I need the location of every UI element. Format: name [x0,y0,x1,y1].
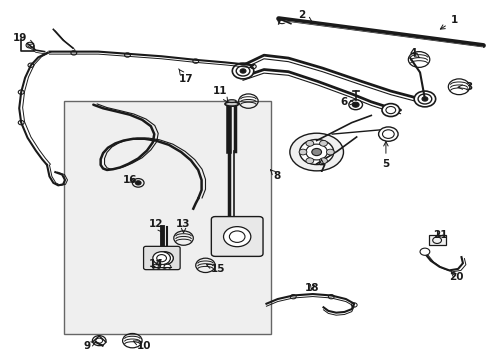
Text: 11: 11 [212,86,227,102]
Text: 21: 21 [432,230,447,239]
Circle shape [153,252,170,265]
Circle shape [351,102,358,107]
Text: 8: 8 [270,170,280,181]
Circle shape [413,91,435,107]
Text: 5: 5 [382,141,389,169]
FancyBboxPatch shape [211,217,263,256]
Circle shape [92,336,106,346]
Circle shape [326,149,333,155]
Bar [64,101,271,334]
Circle shape [152,264,159,269]
Text: 13: 13 [176,219,190,233]
Ellipse shape [289,133,343,171]
Text: 14: 14 [148,259,163,269]
Text: 3: 3 [457,82,471,92]
Text: 17: 17 [178,69,193,84]
Text: 16: 16 [122,175,137,185]
Text: 18: 18 [304,283,318,293]
Circle shape [311,148,321,156]
Circle shape [348,100,362,110]
Text: 19: 19 [13,33,34,44]
Circle shape [378,127,397,141]
Circle shape [163,264,170,269]
Ellipse shape [227,100,236,103]
Circle shape [305,140,313,146]
Text: 15: 15 [206,264,224,274]
Circle shape [158,264,164,269]
Circle shape [156,252,173,265]
Circle shape [240,69,245,73]
Circle shape [421,97,427,101]
Circle shape [135,181,141,185]
Text: 10: 10 [133,341,151,351]
Circle shape [319,140,327,146]
Bar [428,234,445,245]
Text: 2: 2 [298,10,311,22]
Circle shape [305,158,313,163]
Circle shape [223,226,250,247]
Text: 1: 1 [440,15,457,29]
Text: 9: 9 [84,341,96,351]
Circle shape [381,104,399,117]
Ellipse shape [224,102,238,106]
Circle shape [232,63,253,79]
Text: 7: 7 [317,159,325,174]
Text: 12: 12 [148,219,163,232]
Circle shape [419,248,429,255]
Circle shape [299,149,306,155]
Text: 4: 4 [408,48,419,58]
Text: 20: 20 [448,272,463,282]
Circle shape [319,158,327,163]
Text: 6: 6 [340,97,354,107]
FancyBboxPatch shape [143,246,180,270]
Circle shape [299,139,333,165]
